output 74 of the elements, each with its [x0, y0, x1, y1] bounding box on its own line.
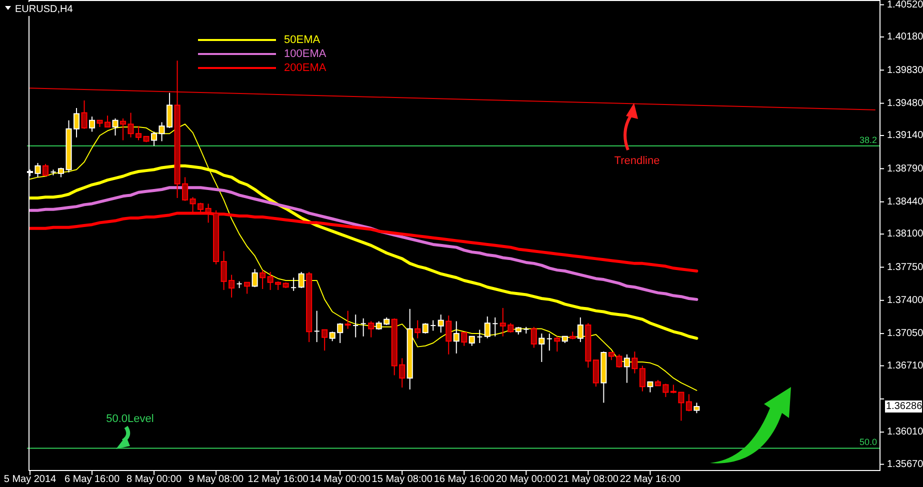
candlestick [81, 100, 88, 130]
y-tick-label: 1.39830 [887, 64, 923, 76]
candlestick [360, 318, 366, 337]
candlestick [291, 277, 296, 292]
candlestick [252, 268, 258, 288]
candlestick [314, 310, 320, 343]
candlestick [453, 320, 460, 354]
candlestick [632, 351, 638, 374]
y-tick-label: 1.39480 [887, 98, 923, 109]
y-tick-label: 1.38790 [887, 163, 923, 174]
annotation: 38.2 [859, 134, 877, 145]
y-tick-label: 1.37400 [887, 295, 923, 306]
x-tick-label: 15 May 08:00 [372, 474, 433, 485]
candlestick [322, 329, 328, 352]
candlestick [538, 333, 545, 362]
candlestick [368, 320, 374, 338]
candlestick [438, 314, 444, 334]
y-tick-label: 1.40520 [887, 0, 923, 10]
candlestick [492, 316, 498, 337]
chart-title: EURUSD,H4 [15, 4, 74, 15]
candlestick [484, 316, 490, 339]
candlestick [414, 320, 421, 339]
x-tick-label: 21 May 08:00 [558, 474, 619, 485]
x-tick-label: 5 May 2014 [4, 474, 57, 485]
candlestick [446, 315, 452, 355]
x-tick-label: 12 May 16:00 [248, 474, 309, 485]
candlestick [477, 329, 482, 344]
x-tick-label: 6 May 16:00 [64, 474, 120, 485]
candlestick [546, 333, 552, 352]
candlestick [461, 332, 468, 346]
candlestick [592, 360, 599, 388]
y-tick-label: 1.36010 [887, 426, 923, 438]
candlestick [422, 322, 428, 334]
text: 1.36286 [886, 401, 923, 412]
candlestick [647, 381, 654, 393]
annotation: Trendline [614, 155, 660, 167]
x-tick-label: 8 May 00:00 [126, 474, 182, 485]
x-tick-label: 22 May 16:00 [620, 474, 681, 485]
annotation: 50.0 [859, 437, 877, 448]
y-tick-label: 1.39140 [887, 130, 923, 142]
candlestick [42, 163, 49, 177]
y-tick-label: 1.37750 [887, 262, 923, 273]
candlestick [694, 402, 700, 414]
x-tick-label: 9 May 08:00 [188, 474, 244, 485]
candlestick [298, 271, 304, 289]
candlestick [89, 116, 96, 132]
candlestick [430, 320, 436, 332]
x-tick-label: 20 May 00:00 [496, 474, 557, 485]
y-tick-label: 1.35670 [887, 458, 923, 470]
y-tick-label: 1.37050 [887, 328, 923, 340]
candlestick [530, 326, 537, 348]
y-tick-label: 1.38440 [887, 196, 923, 208]
candlestick [554, 336, 560, 352]
candlestick [344, 310, 351, 330]
candlestick [120, 118, 126, 141]
candlestick [624, 354, 630, 384]
candlestick [686, 394, 692, 412]
candlestick [353, 314, 358, 338]
y-tick-label: 1.40180 [887, 32, 923, 43]
text: 50EMA [284, 34, 321, 46]
candlestick [244, 282, 250, 294]
candlestick [260, 270, 266, 290]
text: 200EMA [284, 62, 327, 74]
candlestick [639, 365, 646, 392]
candlestick [112, 118, 118, 136]
y-tick-label: 1.36710 [887, 360, 923, 372]
candlestick [577, 316, 584, 343]
annotation: 50.0Level [106, 413, 154, 425]
x-tick-label: 16 May 16:00 [434, 474, 495, 485]
candlestick [151, 131, 158, 146]
x-tick-label: 14 May 00:00 [310, 474, 371, 485]
text: 100EMA [284, 48, 327, 60]
y-tick-label: 1.38100 [887, 228, 923, 240]
candlestick [468, 336, 475, 346]
